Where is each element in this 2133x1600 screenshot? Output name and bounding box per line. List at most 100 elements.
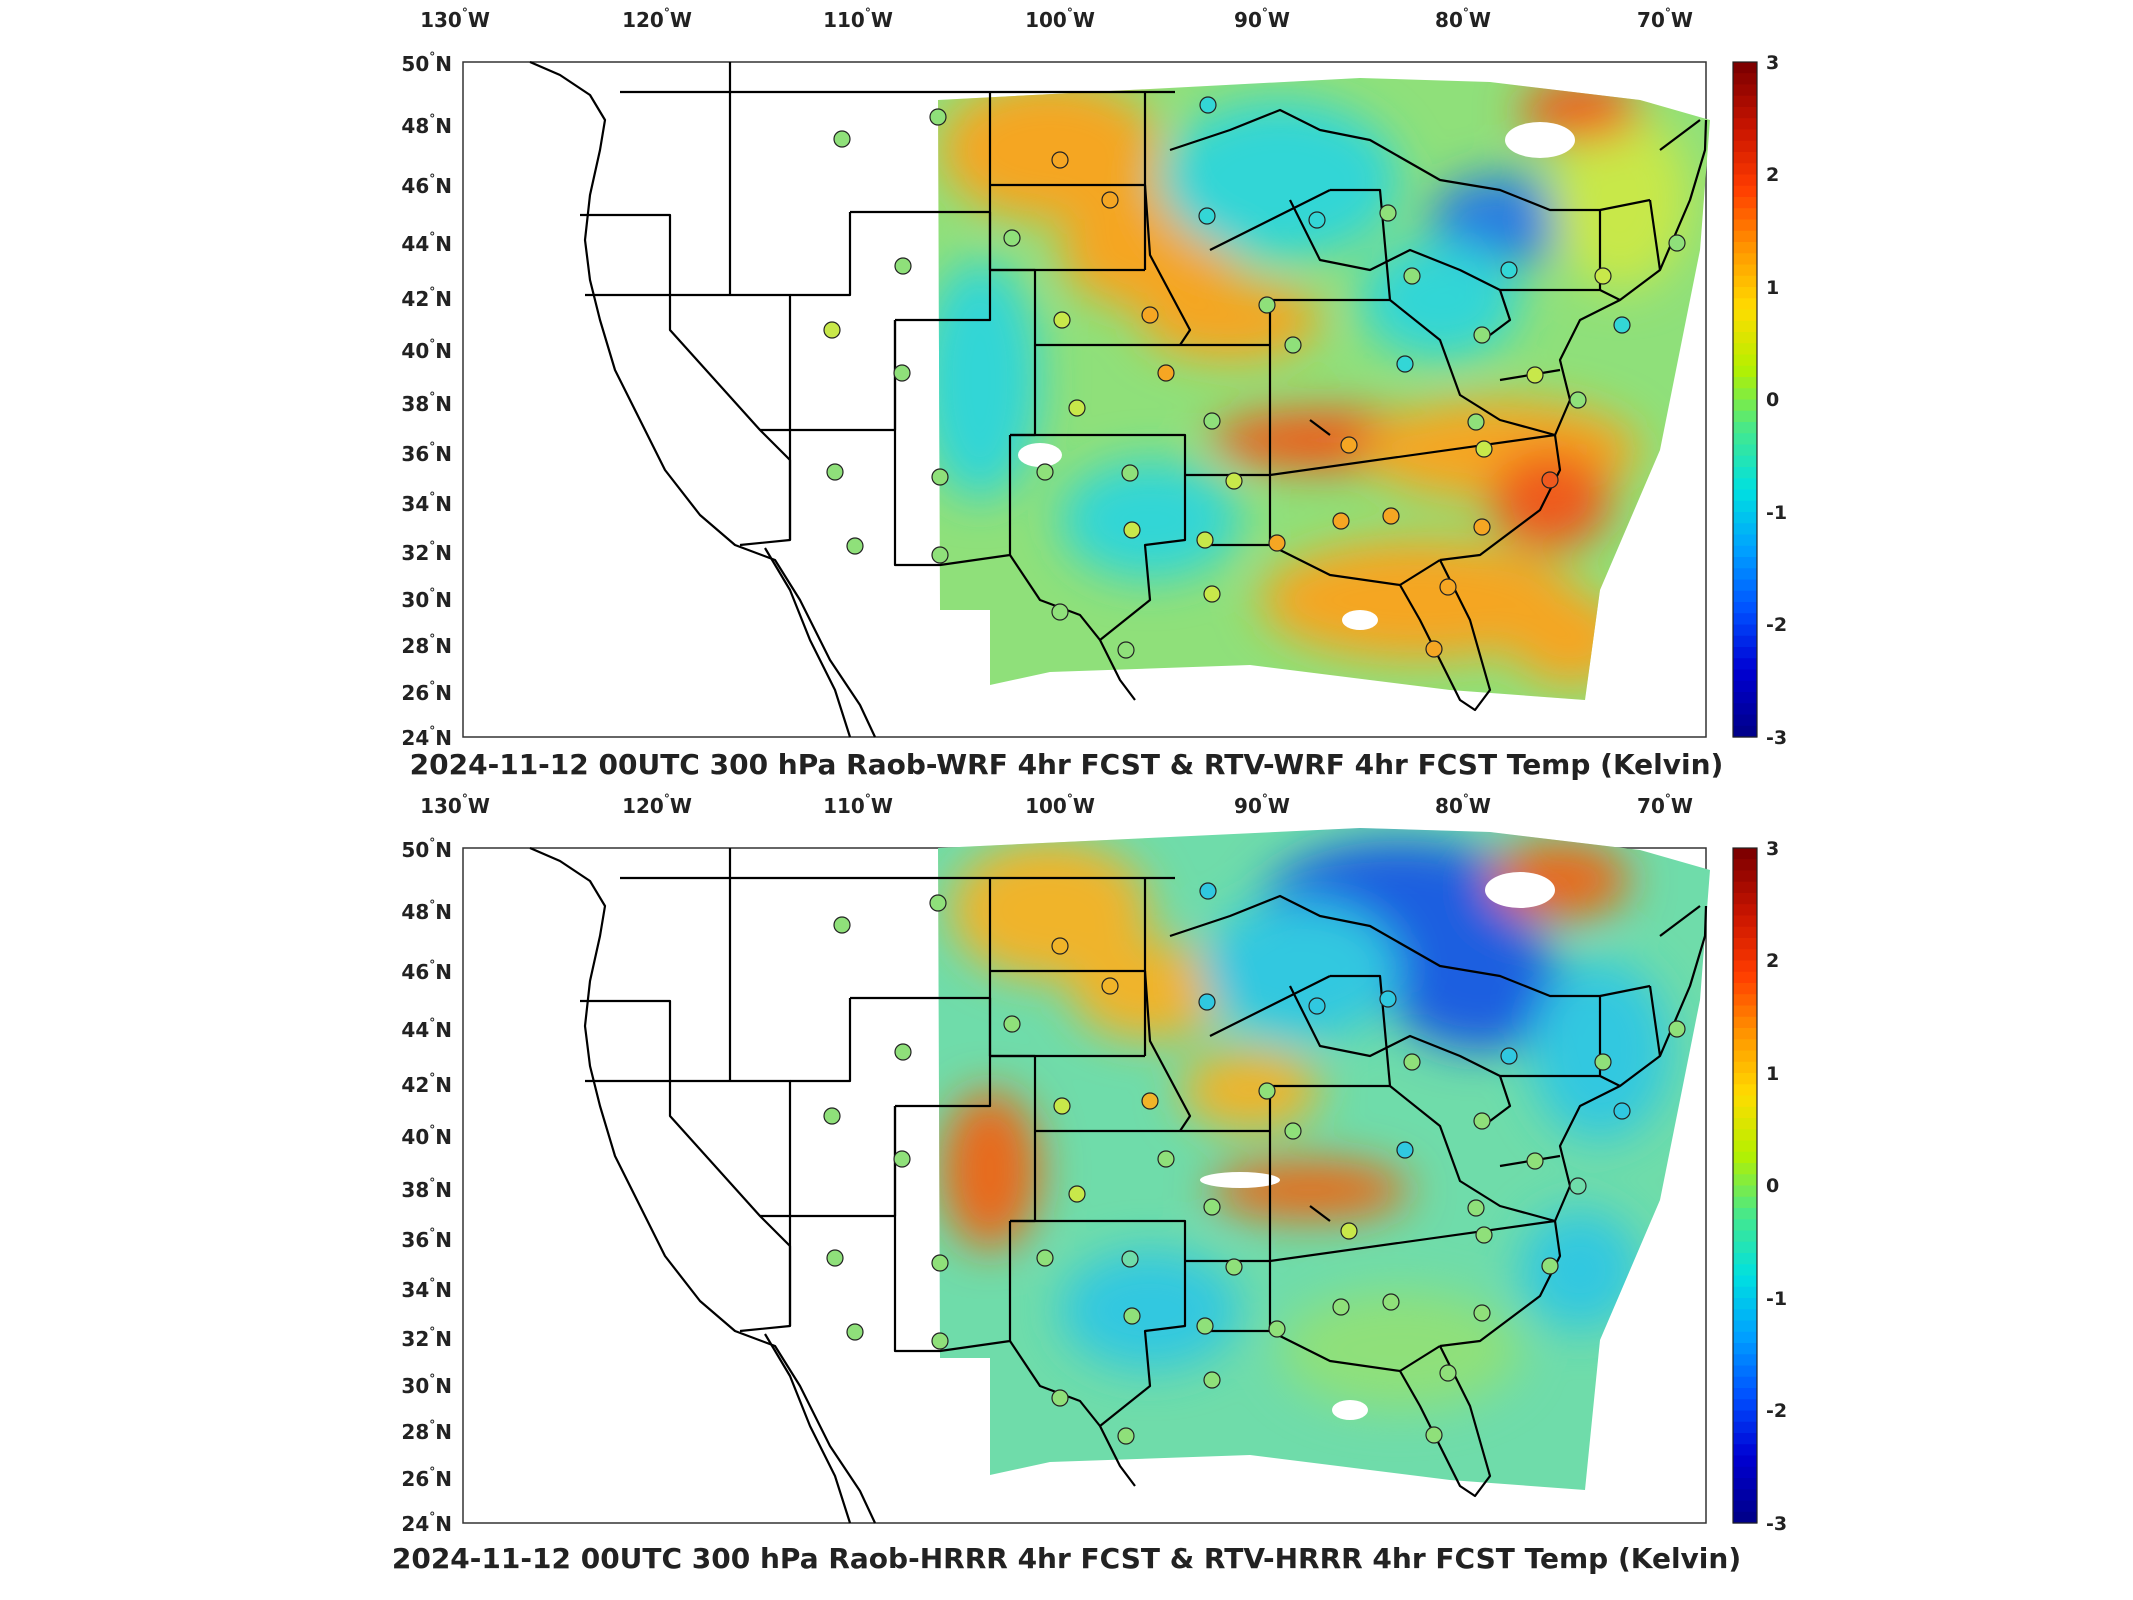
station-marker [1382, 1293, 1400, 1311]
lat-labels: 50°N 48°N 46°N 44°N 42°N 40°N 38°N 36°N … [401, 50, 452, 750]
station-marker [931, 1254, 949, 1272]
colorbar-segment [1733, 848, 1757, 860]
lon-labels: 130°W 120°W 110°W 100°W 90°W 80°W 70°W [420, 792, 1693, 818]
station-marker [1117, 1427, 1135, 1445]
station-marker [1668, 1020, 1686, 1038]
colorbar-segment [1733, 1185, 1757, 1198]
colorbar-segment [1733, 1073, 1757, 1085]
station-marker [1051, 151, 1069, 169]
colorbar-tick: 2 [1766, 164, 1779, 186]
colorbar-segment [1733, 893, 1757, 905]
station-marker [1382, 507, 1400, 525]
colorbar-segment [1733, 1241, 1757, 1254]
colorbar-segment [1733, 455, 1757, 468]
colorbar-segment [1733, 500, 1757, 513]
station-marker [1569, 391, 1587, 409]
station-marker [1258, 296, 1276, 314]
svg-text:50°N: 50°N [401, 50, 452, 76]
colorbar-segment [1733, 1275, 1757, 1288]
colorbar-segment [1733, 647, 1757, 659]
colorbar-segment [1733, 1388, 1757, 1400]
svg-text:30°N: 30°N [401, 586, 452, 612]
colorbar-segment [1733, 512, 1757, 524]
station-marker [1284, 336, 1302, 354]
colorbar-segment [1733, 433, 1757, 446]
svg-text:26°N: 26°N [401, 1465, 452, 1491]
colorbar-segment [1733, 343, 1757, 356]
station-marker [1425, 1426, 1443, 1444]
station-marker [931, 546, 949, 564]
colorbar-segment [1733, 557, 1757, 569]
colorbar-segment [1733, 635, 1757, 648]
colorbar-tick: -1 [1766, 502, 1787, 524]
colorbar-segment [1733, 275, 1757, 288]
colorbar-segment [1733, 1219, 1757, 1232]
svg-text:70°W: 70°W [1637, 6, 1693, 32]
colorbar-segment [1733, 545, 1757, 558]
svg-text:130°W: 130°W [420, 792, 490, 818]
colorbar-segment [1733, 1106, 1757, 1119]
station-marker [1268, 1320, 1286, 1338]
station-markers [823, 96, 1686, 659]
station-marker [1225, 1258, 1243, 1276]
station-marker [931, 1332, 949, 1350]
svg-text:90°W: 90°W [1234, 6, 1290, 32]
colorbar-segment [1733, 725, 1757, 738]
colorbar-segment [1733, 388, 1757, 401]
station-marker [1157, 1150, 1175, 1168]
station-marker [1613, 316, 1631, 334]
station-marker [1101, 977, 1119, 995]
station-marker [1157, 364, 1175, 382]
colorbar-segment [1733, 332, 1757, 344]
colorbar-segment [1733, 1208, 1757, 1220]
colorbar-segment [1733, 410, 1757, 423]
station-marker [894, 257, 912, 275]
station-marker [1332, 512, 1350, 530]
colorbar-segment [1733, 568, 1757, 581]
map-hrrr: 130°W 120°W 110°W 100°W 90°W 80°W 70°W 5… [401, 792, 1787, 1536]
colorbar-segment [1733, 1129, 1757, 1142]
station-marker [1668, 234, 1686, 252]
station-marker [1203, 585, 1221, 603]
colorbar-segment [1733, 1478, 1757, 1490]
colorbar-segment [1733, 1309, 1757, 1322]
colorbar-segment [1733, 680, 1757, 693]
colorbar-segment [1733, 152, 1757, 164]
colorbar-segment [1733, 118, 1757, 131]
station-marker [1439, 1364, 1457, 1382]
station-marker [1225, 472, 1243, 490]
colorbar-segment [1733, 926, 1757, 939]
svg-text:32°N: 32°N [401, 539, 452, 565]
station-marker [1284, 1122, 1302, 1140]
colorbar-segment [1733, 904, 1757, 917]
colorbar-segment [1733, 534, 1757, 547]
svg-text:44°N: 44°N [401, 1016, 452, 1042]
svg-text:26°N: 26°N [401, 679, 452, 705]
colorbar-segment [1733, 1163, 1757, 1175]
station-marker [1613, 1102, 1631, 1120]
colorbar-tick: -1 [1766, 1288, 1787, 1310]
station-marker [1198, 993, 1216, 1011]
colorbar-tick: -2 [1766, 1400, 1787, 1422]
colorbar-segment [1733, 1365, 1757, 1378]
colorbar-segment [1733, 129, 1757, 142]
station-marker [1467, 413, 1485, 431]
svg-text:24°N: 24°N [401, 1510, 452, 1536]
colorbar-segment [1733, 1196, 1757, 1209]
colorbar-segment [1733, 185, 1757, 198]
colorbar-segment [1733, 309, 1757, 322]
colorbar-segment [1733, 1005, 1757, 1018]
temperature-field [938, 78, 1710, 700]
svg-text:130°W: 130°W [420, 6, 490, 32]
colorbar-segment [1733, 1298, 1757, 1310]
colorbar-segment [1733, 365, 1757, 378]
station-marker [1308, 211, 1326, 229]
svg-text:42°N: 42°N [401, 285, 452, 311]
colorbar-segment [1733, 377, 1757, 389]
station-marker [1053, 311, 1071, 329]
colorbar-segment [1733, 613, 1757, 626]
station-marker [1500, 261, 1518, 279]
colorbar-segment [1733, 197, 1757, 209]
colorbar-segment [1733, 107, 1757, 119]
colorbar-segment [1733, 422, 1757, 434]
